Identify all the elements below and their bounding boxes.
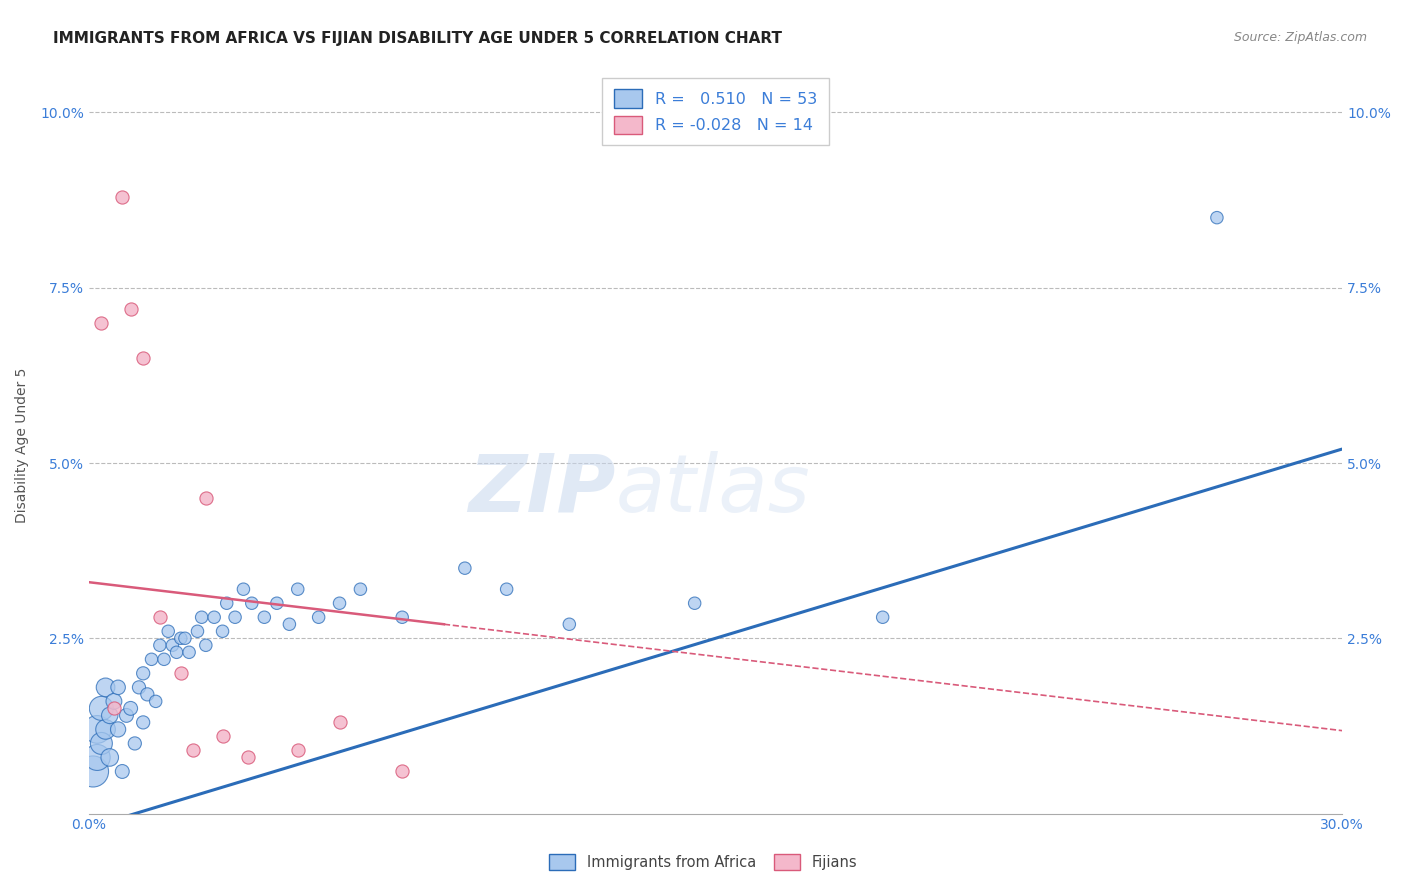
Point	[94, 723, 117, 737]
Point	[145, 694, 167, 708]
Point	[278, 617, 301, 632]
Point	[287, 743, 309, 757]
Point	[328, 596, 350, 610]
Point	[103, 694, 125, 708]
Point	[120, 701, 142, 715]
Point	[94, 681, 117, 695]
Point	[683, 596, 706, 610]
Point	[120, 301, 142, 316]
Point	[132, 666, 155, 681]
Point	[872, 610, 894, 624]
Point	[90, 701, 112, 715]
Point	[194, 491, 217, 505]
Point	[141, 652, 163, 666]
Point	[558, 617, 581, 632]
Point	[98, 750, 121, 764]
Point	[111, 189, 134, 203]
Point	[391, 610, 413, 624]
Point	[170, 632, 193, 646]
Point	[236, 750, 259, 764]
Point	[170, 666, 193, 681]
Point	[194, 638, 217, 652]
Point	[136, 687, 159, 701]
Point	[132, 715, 155, 730]
Point	[103, 701, 125, 715]
Point	[128, 681, 150, 695]
Point	[202, 610, 225, 624]
Point	[90, 316, 112, 330]
Legend: Immigrants from Africa, Fijians: Immigrants from Africa, Fijians	[543, 848, 863, 876]
Point	[391, 764, 413, 779]
Point	[107, 723, 129, 737]
Point	[1206, 211, 1229, 225]
Point	[149, 638, 172, 652]
Point	[181, 743, 204, 757]
Point	[349, 582, 371, 597]
Point	[132, 351, 155, 365]
Y-axis label: Disability Age Under 5: Disability Age Under 5	[15, 368, 30, 524]
Point	[124, 736, 146, 750]
Text: atlas: atlas	[616, 450, 810, 529]
Point	[287, 582, 309, 597]
Point	[86, 723, 108, 737]
Legend: R =   0.510   N = 53, R = -0.028   N = 14: R = 0.510 N = 53, R = -0.028 N = 14	[603, 78, 828, 145]
Text: Source: ZipAtlas.com: Source: ZipAtlas.com	[1233, 31, 1367, 45]
Point	[186, 624, 208, 639]
Point	[328, 715, 350, 730]
Point	[153, 652, 176, 666]
Point	[111, 764, 134, 779]
Point	[86, 750, 108, 764]
Text: ZIP: ZIP	[468, 450, 616, 529]
Point	[232, 582, 254, 597]
Point	[166, 645, 188, 659]
Point	[174, 632, 197, 646]
Point	[115, 708, 138, 723]
Point	[162, 638, 184, 652]
Point	[253, 610, 276, 624]
Point	[308, 610, 330, 624]
Point	[240, 596, 263, 610]
Point	[179, 645, 201, 659]
Point	[215, 596, 238, 610]
Point	[224, 610, 246, 624]
Point	[266, 596, 288, 610]
Point	[107, 681, 129, 695]
Point	[82, 764, 104, 779]
Point	[190, 610, 212, 624]
Point	[495, 582, 517, 597]
Point	[211, 624, 233, 639]
Text: IMMIGRANTS FROM AFRICA VS FIJIAN DISABILITY AGE UNDER 5 CORRELATION CHART: IMMIGRANTS FROM AFRICA VS FIJIAN DISABIL…	[53, 31, 782, 46]
Point	[211, 730, 233, 744]
Point	[149, 610, 172, 624]
Point	[98, 708, 121, 723]
Point	[90, 736, 112, 750]
Point	[454, 561, 477, 575]
Point	[157, 624, 180, 639]
